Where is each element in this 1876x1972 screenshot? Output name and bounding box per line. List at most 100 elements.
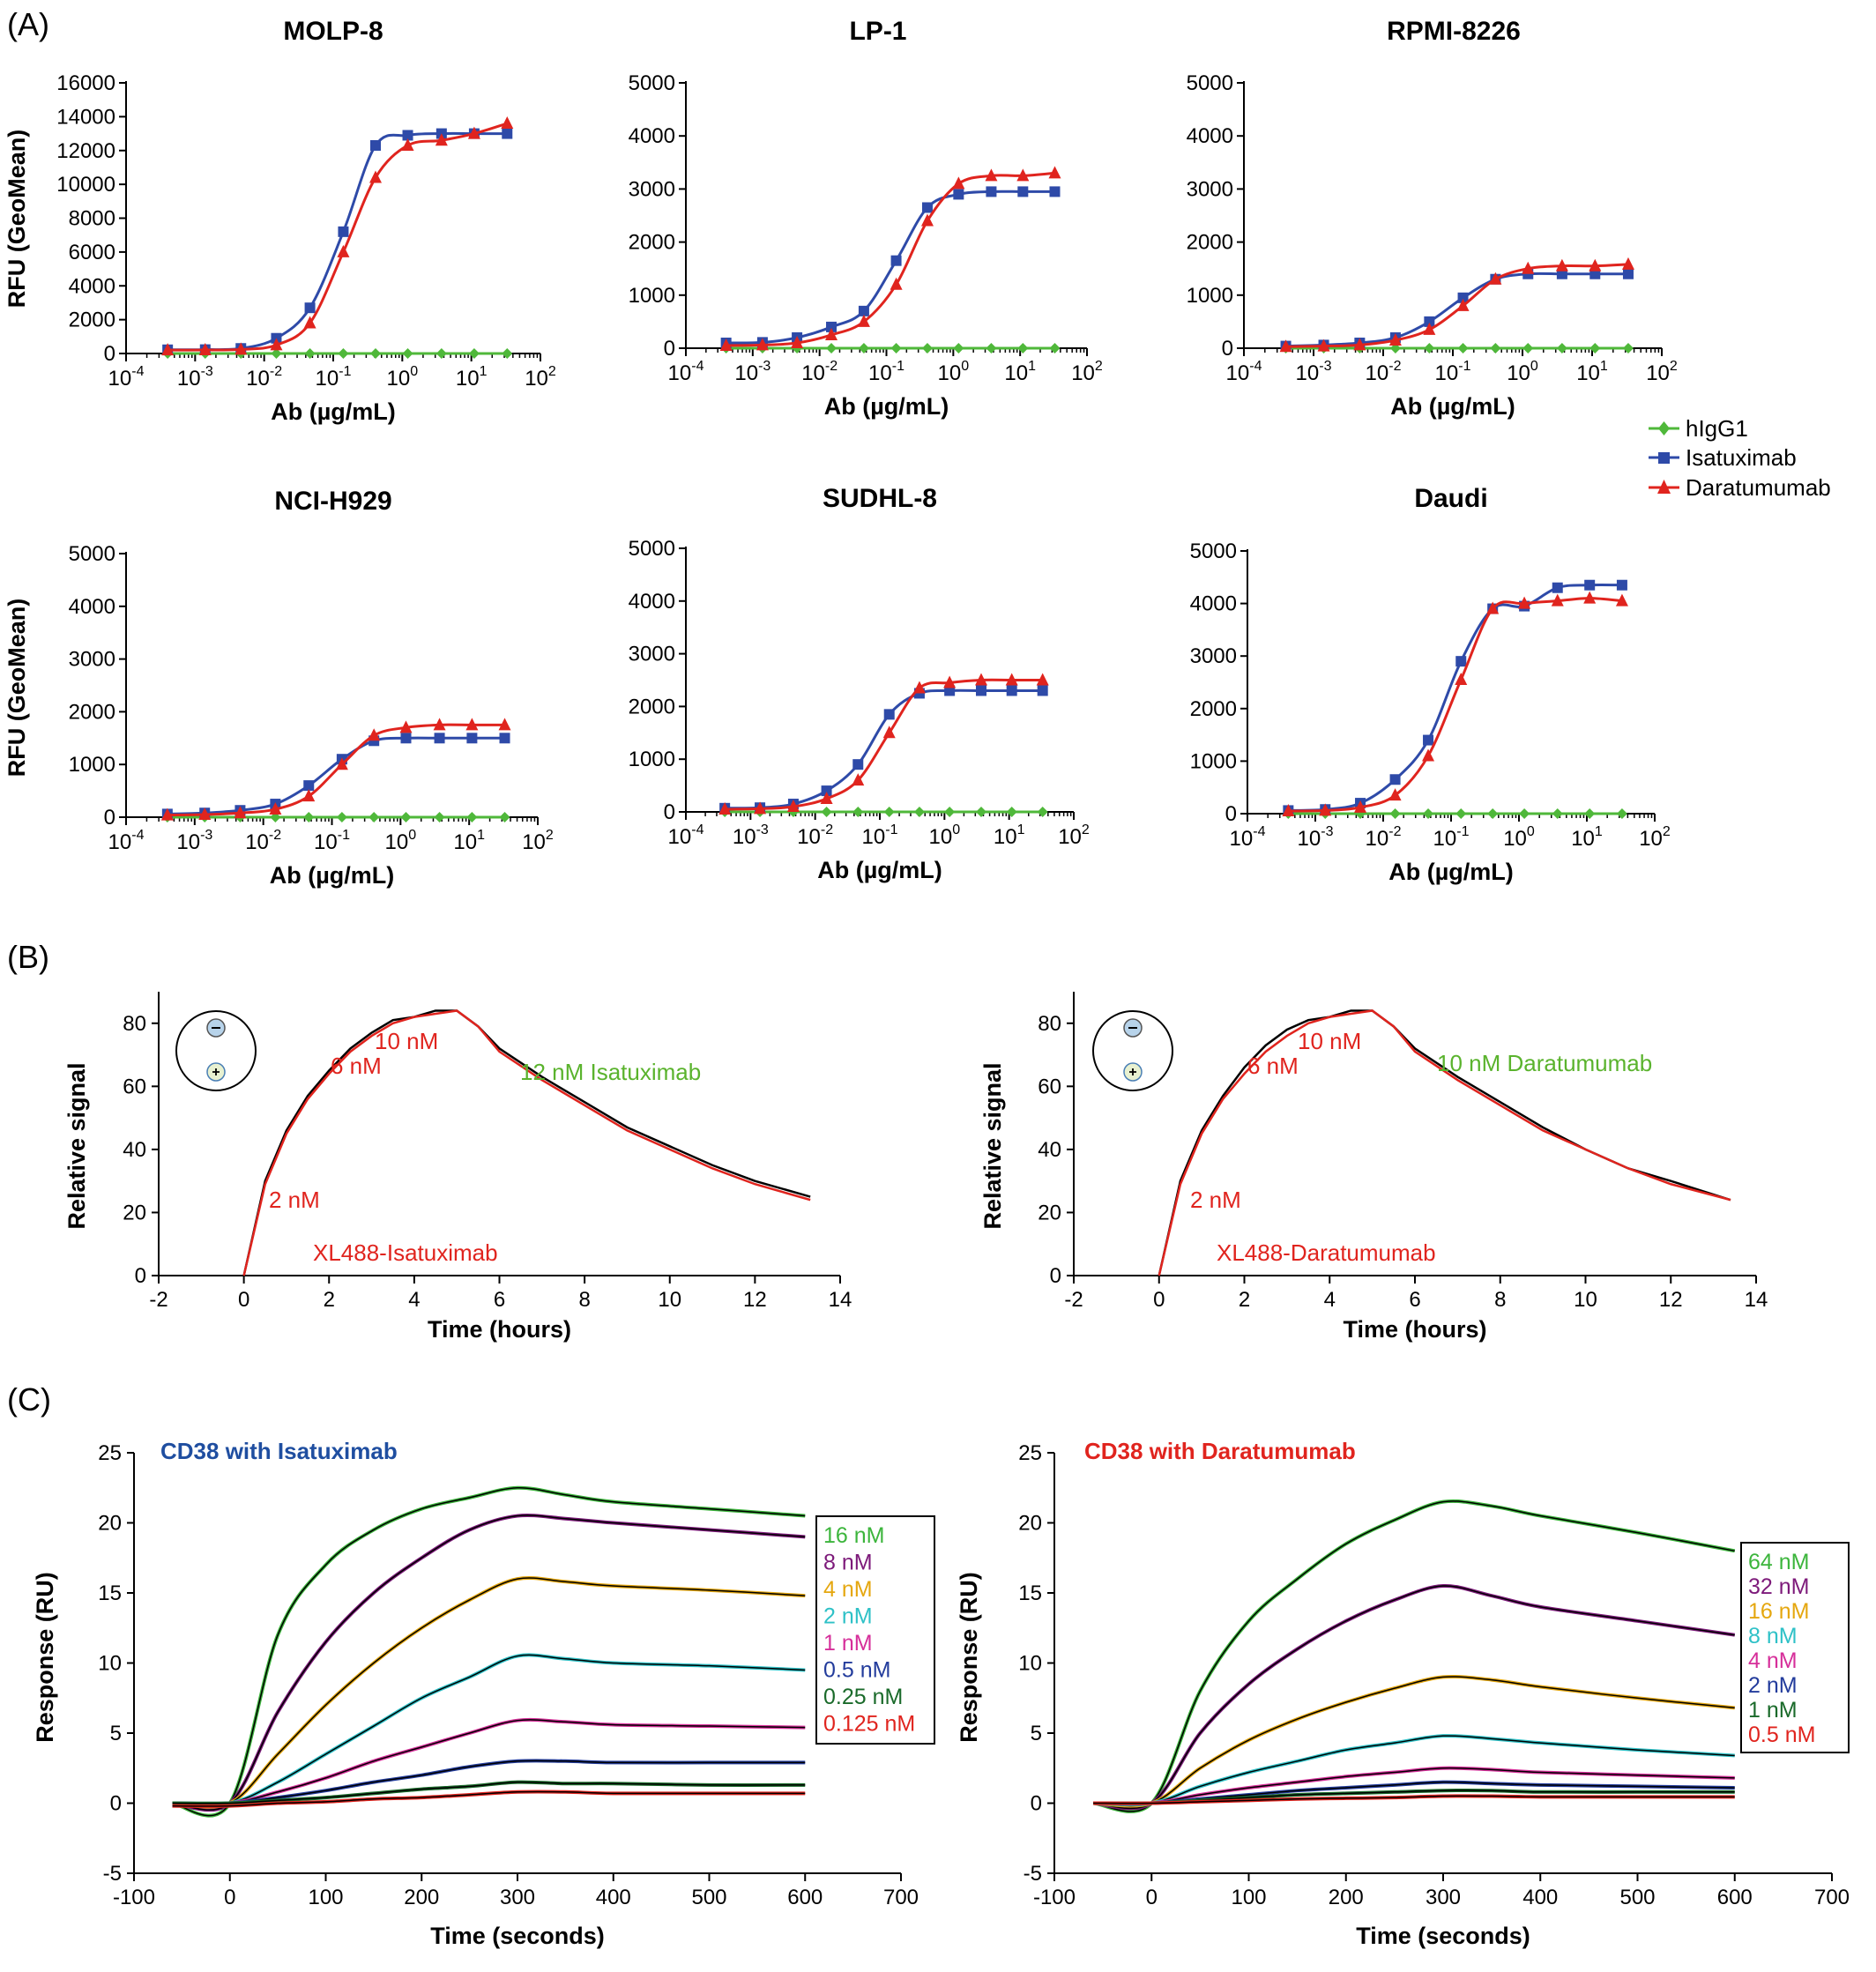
data-point-isatuximab [1006, 685, 1017, 696]
annotation-10-nm-daratumumab: 10 nM Daratumumab [1437, 1050, 1652, 1076]
y-tick-label: 4000 [629, 124, 675, 148]
data-point-daratumumab [820, 792, 833, 805]
y-tick-label: 3000 [1187, 177, 1233, 201]
data-point-daratumumab [1388, 788, 1402, 801]
data-point-daratumumab [198, 807, 212, 821]
y-axis-label: Response (RU) [32, 1572, 58, 1743]
inset-circle [1092, 1010, 1173, 1091]
data-point-daratumumab [270, 338, 283, 351]
chart-sudhl8: SUDHL-8 0 1000 2000 3000 4000 5000 10-4 10-3 10-2… [629, 484, 1090, 883]
legend-label-4-nm: 4 nM [823, 1577, 873, 1602]
y-tick-label: 5 [1031, 1722, 1042, 1745]
x-tick-label: 8 [1494, 1288, 1506, 1312]
fit-line-4-nm [172, 1577, 806, 1808]
fit-line-2-nm [172, 1654, 806, 1806]
y-tick-label: 1000 [629, 284, 675, 308]
x-tick-label: 6 [1409, 1288, 1420, 1312]
data-point-higg1 [370, 348, 382, 359]
y-tick-label: 10 [98, 1652, 122, 1676]
data-point-daratumumab [912, 681, 926, 694]
x-tick-label: 10-1 [868, 359, 904, 385]
data-point-higg1 [1519, 808, 1530, 819]
data-point-daratumumab [1036, 673, 1049, 686]
data-point-daratumumab [890, 277, 903, 290]
data-point-isatuximab [976, 685, 987, 696]
y-axis-label: RFU (GeoMean) [4, 130, 30, 309]
data-point-higg1 [1552, 808, 1563, 819]
x-tick-label: 10-4 [1226, 359, 1262, 385]
data-point-daratumumab [269, 802, 282, 815]
data-point-daratumumab [718, 802, 732, 815]
x-tick-label: 102 [522, 828, 554, 854]
y-axis-label: RFU (GeoMean) [4, 599, 30, 778]
chart-title: CD38 with Isatuximab [160, 1438, 398, 1464]
x-tick-label: 2 [324, 1288, 335, 1312]
data-point-isatuximab [1423, 734, 1434, 746]
data-point-daratumumab [435, 133, 448, 146]
legend-marker-higg1 [1658, 421, 1670, 435]
data-point-daratumumab [1423, 322, 1436, 335]
data-point-isatuximab [986, 186, 997, 197]
y-tick-label: 16000 [56, 71, 115, 95]
data-point-higg1 [1006, 807, 1017, 817]
y-tick-label: 15 [1018, 1581, 1042, 1605]
x-axis-label: Ab (µg/mL) [1388, 859, 1514, 885]
annotation-6-nm: 6 nM [331, 1053, 382, 1079]
data-point-daratumumab [952, 176, 965, 190]
y-tick-label: 4000 [1187, 124, 1233, 148]
x-tick-label: 10-3 [1298, 824, 1334, 851]
data-point-higg1 [1037, 807, 1048, 817]
y-tick-label: 2000 [69, 700, 115, 724]
fit-line-0-125-nm [172, 1790, 806, 1807]
y-tick-label: 4000 [69, 595, 115, 619]
y-tick-label: 0 [104, 806, 115, 830]
x-tick-label: 102 [1071, 359, 1103, 385]
data-point-daratumumab [1048, 166, 1061, 179]
y-tick-label: -5 [1024, 1862, 1042, 1886]
x-tick-label: 200 [404, 1886, 439, 1909]
series-line-64-nm [1092, 1499, 1736, 1813]
data-point-higg1 [1616, 808, 1627, 819]
data-point-daratumumab [1353, 338, 1366, 351]
legend-label-daratumumab: Daratumumab [1686, 474, 1831, 501]
legend-label-2-nm: 2 nM [823, 1604, 873, 1629]
x-tick-label: 10-2 [1366, 824, 1402, 851]
x-tick-label: 500 [1619, 1886, 1655, 1909]
data-point-daratumumab [368, 728, 381, 741]
series-line-daratumumab [726, 171, 1055, 347]
data-point-daratumumab [1551, 593, 1564, 606]
data-point-daratumumab [198, 342, 212, 355]
data-point-isatuximab [953, 189, 964, 200]
data-point-higg1 [304, 348, 316, 359]
y-tick-label: 2000 [629, 231, 675, 255]
plus-icon [212, 1068, 220, 1075]
y-tick-label: 1000 [69, 753, 115, 777]
data-point-isatuximab [852, 759, 864, 770]
data-point-higg1 [303, 812, 315, 822]
data-point-higg1 [466, 812, 478, 822]
y-axis-label: Relative signal [979, 1062, 1006, 1229]
x-tick-label: 600 [787, 1886, 823, 1909]
legend-marker-daratumumab [1657, 480, 1671, 494]
data-point-higg1 [402, 348, 413, 359]
data-point-daratumumab [1456, 298, 1470, 311]
x-tick-label: 101 [1571, 824, 1603, 851]
chart-nci-h929: NCI-H929 0 1000 2000 3000 4000 5000 10-4 10-3 10-… [4, 487, 554, 889]
chart-cd38-isatuximab: CD38 with Isatuximab -5 0 5 10 15 20 25 -100 0 100… [32, 1438, 935, 1949]
fit-line-8-nm [172, 1514, 806, 1811]
y-tick-label: 20 [98, 1512, 122, 1536]
data-point-daratumumab [1317, 339, 1330, 352]
data-point-daratumumab [1016, 168, 1030, 182]
y-tick-label: 80 [123, 1012, 146, 1036]
data-point-isatuximab [1589, 268, 1601, 279]
x-tick-label: 300 [500, 1886, 535, 1909]
legend-label-0-5-nm: 0.5 nM [1748, 1723, 1815, 1747]
chart-title: MOLP-8 [283, 17, 383, 46]
data-point-daratumumab [335, 757, 348, 770]
data-point-daratumumab [1388, 332, 1402, 346]
data-point-higg1 [1487, 808, 1499, 819]
data-point-higg1 [821, 807, 832, 817]
legend-panel-a: hIgG1 Isatuximab Daratumumab [1649, 415, 1831, 501]
data-point-higg1 [1457, 343, 1469, 353]
